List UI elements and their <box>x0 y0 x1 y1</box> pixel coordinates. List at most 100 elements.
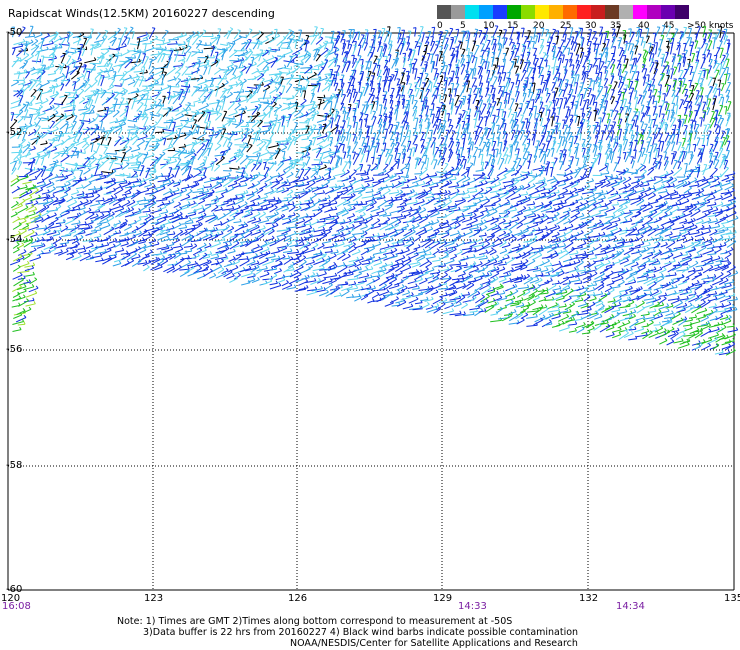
wind-barb <box>301 127 313 131</box>
wind-barb-tick <box>185 149 187 153</box>
wind-barb <box>541 28 545 37</box>
wind-barb-tick <box>159 44 162 49</box>
wind-barb <box>599 26 604 37</box>
wind-barb <box>55 65 67 69</box>
wind-barb-tick <box>229 91 233 95</box>
wind-barb-tick <box>97 41 100 45</box>
wind-barb-tick <box>158 98 162 101</box>
wind-barb <box>599 33 603 46</box>
wind-barb <box>335 125 339 135</box>
wind-barb <box>163 158 171 161</box>
wind-barb-tick <box>278 104 282 107</box>
wind-barb <box>347 40 350 50</box>
wind-barb-tick <box>214 36 218 39</box>
wind-barb <box>622 71 628 81</box>
wind-barb-tick <box>651 95 655 97</box>
wind-barb <box>467 48 470 58</box>
wind-barb <box>411 49 416 61</box>
wind-barb <box>427 118 430 129</box>
wind-barb <box>598 125 601 135</box>
wind-barb <box>304 66 313 74</box>
wind-barb <box>400 82 406 92</box>
wind-barb-tick <box>38 117 42 120</box>
wind-barb <box>205 90 214 100</box>
wind-barb <box>721 61 726 70</box>
wind-barb-tick <box>175 40 178 44</box>
wind-barb-tick <box>537 65 541 68</box>
wind-barb <box>348 70 355 81</box>
wind-barb-tick <box>274 149 278 153</box>
wind-barb <box>141 114 148 121</box>
wind-barb-tick <box>205 108 210 111</box>
wind-barb-tick <box>300 112 304 116</box>
wind-barb <box>531 130 537 141</box>
wind-barb-tick <box>42 69 46 73</box>
wind-barb <box>83 128 90 135</box>
wind-barb <box>345 62 351 73</box>
wind-barb-tick <box>303 86 306 90</box>
wind-barb <box>654 125 659 134</box>
wind-barb-tick <box>86 126 90 130</box>
wind-barb-tick <box>112 103 116 107</box>
wind-barb <box>430 53 434 65</box>
wind-barb <box>340 82 345 91</box>
wind-barb <box>540 39 545 49</box>
wind-barb <box>478 137 484 147</box>
wind-barb <box>573 42 578 52</box>
wind-barb <box>187 151 195 155</box>
wind-barb-tick <box>229 118 233 120</box>
wind-barb-tick <box>602 106 606 108</box>
wind-barb <box>442 88 446 99</box>
wind-barb <box>166 57 172 69</box>
wind-barb-tick <box>640 134 644 137</box>
wind-barb <box>694 40 699 49</box>
wind-barb-tick <box>105 58 109 61</box>
wind-barb <box>376 101 379 111</box>
wind-barb <box>240 42 248 51</box>
wind-barb <box>216 35 221 45</box>
wind-barb-tick <box>598 53 602 55</box>
wind-barb <box>538 89 542 100</box>
wind-barb <box>358 34 365 46</box>
legend-swatch <box>591 5 605 19</box>
wind-barb-tick <box>228 118 232 122</box>
wind-barb <box>97 74 103 86</box>
wind-barb <box>622 129 629 141</box>
wind-barb <box>444 94 447 103</box>
wind-barb-tick <box>51 40 54 44</box>
wind-barb <box>270 57 278 68</box>
wind-barb <box>424 147 429 157</box>
legend-swatch <box>675 5 689 19</box>
wind-barb <box>294 111 301 117</box>
wind-barb <box>299 77 308 81</box>
wind-barb-tick <box>555 30 559 32</box>
wind-barb <box>304 148 310 158</box>
wind-barb-tick <box>185 66 189 69</box>
wind-barb <box>35 101 43 105</box>
wind-barb-tick <box>257 98 261 102</box>
wind-barb <box>594 131 600 139</box>
wind-barb <box>496 57 499 69</box>
wind-barb <box>581 139 586 147</box>
wind-barb-tick <box>52 104 55 108</box>
wind-barb <box>545 59 548 68</box>
wind-barb <box>652 84 655 93</box>
wind-barb-tick <box>586 59 590 61</box>
wind-barb-tick <box>416 45 420 48</box>
wind-barb <box>538 135 545 147</box>
wind-barb-tick <box>103 127 105 131</box>
wind-barb <box>412 106 418 117</box>
wind-barb <box>257 41 261 50</box>
wind-barb <box>630 120 636 130</box>
wind-barb-tick <box>187 117 190 121</box>
wind-barb <box>216 135 224 145</box>
wind-barb <box>538 67 544 79</box>
wind-barb <box>606 113 611 124</box>
wind-barb <box>42 144 53 152</box>
wind-barb <box>555 98 560 107</box>
wind-barb <box>419 124 423 134</box>
wind-barb-tick <box>265 49 269 53</box>
wind-barb-tick <box>607 130 611 132</box>
wind-barb <box>324 73 332 75</box>
wind-barb-tick <box>258 72 262 75</box>
